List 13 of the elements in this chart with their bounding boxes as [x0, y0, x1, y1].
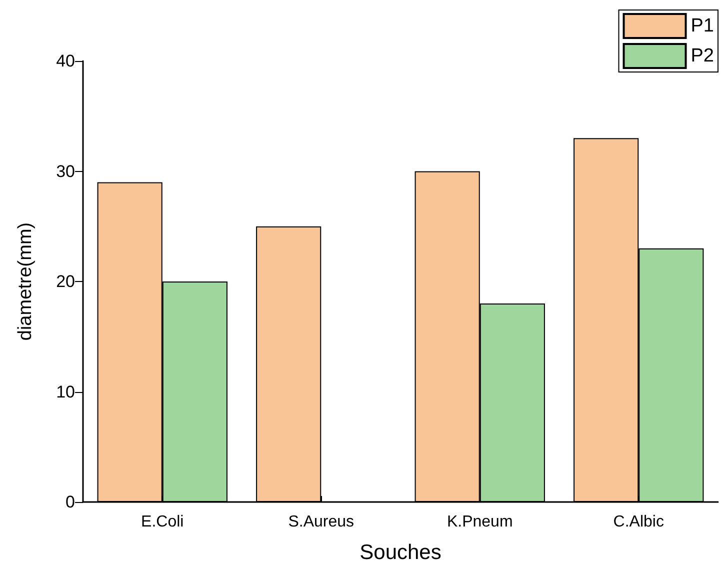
x-tick-label: K.Pneum: [446, 514, 513, 530]
legend-label: P1: [690, 16, 714, 36]
x-tick-label: S.Aureus: [288, 514, 354, 530]
y-tick-label: 40: [56, 52, 75, 70]
x-axis-title: Souches: [360, 541, 442, 564]
y-tick-label: 20: [56, 272, 75, 291]
y-tick-label: 10: [56, 382, 75, 402]
y-tick-label: 0: [66, 492, 75, 512]
legend-label: P2: [690, 46, 714, 66]
x-tick-label: E.Coli: [141, 514, 184, 530]
y-axis-title: diametre(mm): [15, 222, 36, 341]
y-tick-label: 30: [56, 162, 75, 181]
x-tick-label: C.Albic: [613, 514, 664, 530]
